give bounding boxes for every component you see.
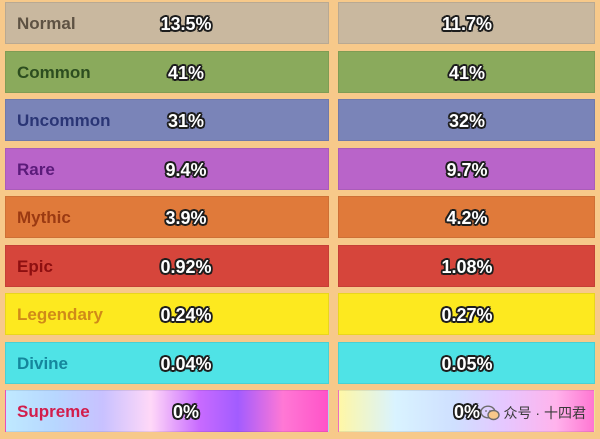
rarity-name: Divine xyxy=(17,353,69,373)
left-percentage: 0.24% xyxy=(160,305,212,325)
rarity-row-mythic: Mythic 3.9% 4.2% xyxy=(5,196,595,238)
left-cell: Uncommon 31% xyxy=(5,99,329,141)
right-percentage: 0.05% xyxy=(441,353,493,374)
left-percentage: 3.9% xyxy=(165,208,207,228)
rarity-name: Legendary xyxy=(17,305,103,324)
right-percentage: 32% xyxy=(448,111,486,131)
left-cell: Divine 0.04% xyxy=(5,341,329,384)
rarity-name: Supreme xyxy=(17,402,90,421)
rarity-row-uncommon: Uncommon 31% 32% xyxy=(5,99,595,141)
right-cell: 32% xyxy=(338,99,595,141)
left-percentage: 41% xyxy=(167,62,205,83)
left-cell: Rare 9.4% xyxy=(5,147,329,190)
left-cell: Common 41% xyxy=(5,50,329,93)
watermark: 众号 · 十四君 xyxy=(479,403,586,423)
rarity-name: Epic xyxy=(17,256,53,276)
rarity-row-normal: Normal 13.5% 11.7% xyxy=(5,2,595,44)
left-percentage: 0.92% xyxy=(160,256,212,277)
rarity-name: Uncommon xyxy=(17,111,111,130)
right-cell: 0.27% xyxy=(338,293,595,335)
rarity-name: Normal xyxy=(17,14,76,33)
left-cell: Mythic 3.9% xyxy=(5,196,329,238)
rarity-row-rare: Rare 9.4% 9.7% xyxy=(5,147,595,190)
right-cell: 4.2% xyxy=(338,196,595,238)
left-percentage: 9.4% xyxy=(165,159,207,180)
rarity-row-legendary: Legendary 0.24% 0.27% xyxy=(5,293,595,335)
right-percentage: 0.27% xyxy=(441,305,493,325)
rarity-row-supreme: Supreme 0% 0% xyxy=(5,390,595,432)
right-percentage: 0% xyxy=(453,402,481,422)
watermark-text: 众号 · 十四君 xyxy=(503,405,586,421)
left-cell: Normal 13.5% xyxy=(5,2,329,44)
rarity-row-divine: Divine 0.04% 0.05% xyxy=(5,341,595,384)
right-cell: 9.7% xyxy=(338,147,595,190)
left-cell: Epic 0.92% xyxy=(5,244,329,287)
left-percentage: 0% xyxy=(172,402,200,422)
wechat-icon xyxy=(479,405,500,421)
right-cell: 11.7% xyxy=(338,2,595,44)
rarity-name: Common xyxy=(17,62,91,82)
left-percentage: 0.04% xyxy=(160,353,212,374)
right-cell: 1.08% xyxy=(338,244,595,287)
rarity-name: Rare xyxy=(17,159,55,179)
right-cell: 41% xyxy=(338,50,595,93)
left-percentage: 13.5% xyxy=(160,14,212,34)
right-cell: 0.05% xyxy=(338,341,595,384)
right-percentage: 4.2% xyxy=(446,208,488,228)
right-percentage: 9.7% xyxy=(446,159,488,180)
right-percentage: 1.08% xyxy=(441,256,493,277)
rarity-row-common: Common 41% 41% xyxy=(5,50,595,93)
rarity-name: Mythic xyxy=(17,208,71,227)
right-cell: 0% xyxy=(338,390,595,432)
rarity-table: Normal 13.5% 11.7% Common 41% 41% Uncommon 31% 3… xyxy=(5,2,595,439)
right-percentage: 41% xyxy=(448,62,486,83)
right-percentage: 11.7% xyxy=(441,14,493,34)
left-percentage: 31% xyxy=(167,111,205,131)
left-cell: Supreme 0% xyxy=(5,390,329,432)
left-cell: Legendary 0.24% xyxy=(5,293,329,335)
rarity-row-epic: Epic 0.92% 1.08% xyxy=(5,244,595,287)
